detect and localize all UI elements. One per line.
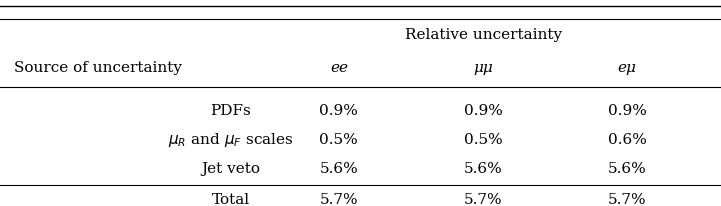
Text: Jet veto: Jet veto [201, 162, 260, 176]
Text: 0.5%: 0.5% [319, 133, 358, 147]
Text: 5.6%: 5.6% [608, 162, 647, 176]
Text: 0.5%: 0.5% [464, 133, 503, 147]
Text: Total: Total [212, 193, 249, 206]
Text: $\mu_R$ and $\mu_F$ scales: $\mu_R$ and $\mu_F$ scales [168, 131, 293, 149]
Text: 0.9%: 0.9% [608, 104, 647, 118]
Text: 5.7%: 5.7% [608, 193, 647, 206]
Text: PDFs: PDFs [211, 104, 251, 118]
Text: Source of uncertainty: Source of uncertainty [14, 61, 182, 75]
Text: eμ: eμ [618, 61, 637, 75]
Text: ee: ee [330, 61, 348, 75]
Text: 5.7%: 5.7% [319, 193, 358, 206]
Text: 0.6%: 0.6% [608, 133, 647, 147]
Text: μμ: μμ [473, 61, 493, 75]
Text: 5.6%: 5.6% [319, 162, 358, 176]
Text: 0.9%: 0.9% [319, 104, 358, 118]
Text: 5.7%: 5.7% [464, 193, 503, 206]
Text: 0.9%: 0.9% [464, 104, 503, 118]
Text: 5.6%: 5.6% [464, 162, 503, 176]
Text: Relative uncertainty: Relative uncertainty [404, 28, 562, 42]
